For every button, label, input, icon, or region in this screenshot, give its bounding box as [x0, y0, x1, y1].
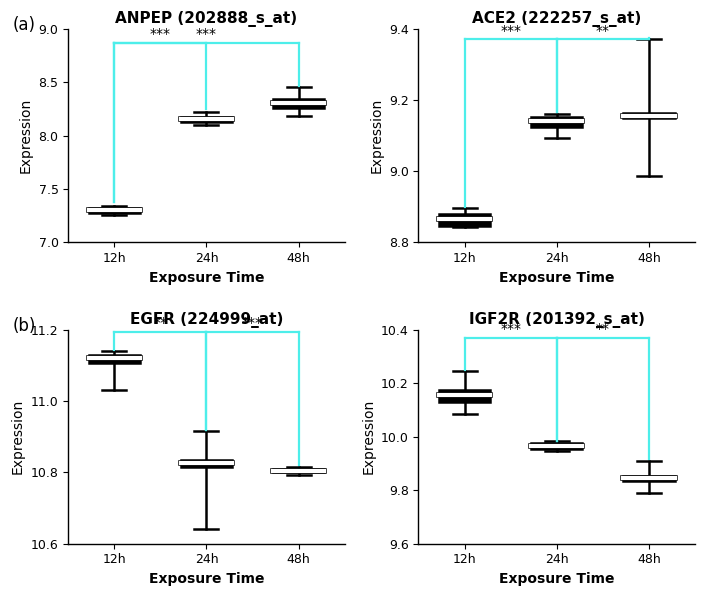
Bar: [531, 116, 582, 127]
Bar: [88, 355, 140, 363]
X-axis label: Exposure Time: Exposure Time: [149, 572, 264, 586]
Title: ANPEP (202888_s_at): ANPEP (202888_s_at): [115, 11, 297, 27]
Text: ***: ***: [500, 322, 521, 336]
Y-axis label: Expression: Expression: [11, 399, 25, 475]
Text: ***: ***: [196, 27, 217, 41]
Y-axis label: Expression: Expression: [19, 98, 33, 173]
Bar: [438, 214, 491, 226]
Title: EGFR (224999_at): EGFR (224999_at): [130, 312, 283, 328]
Title: IGF2R (201392_s_at): IGF2R (201392_s_at): [469, 312, 645, 328]
X-axis label: Exposure Time: Exposure Time: [499, 572, 614, 586]
Text: (a): (a): [13, 16, 36, 34]
Bar: [531, 444, 582, 449]
Bar: [181, 460, 232, 467]
Y-axis label: Expression: Expression: [369, 98, 383, 173]
X-axis label: Exposure Time: Exposure Time: [499, 270, 614, 285]
Y-axis label: Expression: Expression: [361, 399, 376, 475]
Bar: [181, 118, 232, 122]
Text: ***: ***: [242, 316, 263, 330]
Bar: [88, 208, 140, 213]
Bar: [273, 469, 324, 472]
Bar: [438, 390, 491, 402]
Title: ACE2 (222257_s_at): ACE2 (222257_s_at): [472, 11, 641, 27]
Bar: [623, 113, 675, 118]
Text: ***: ***: [150, 27, 171, 41]
Text: **: **: [596, 24, 610, 38]
Text: (b): (b): [13, 317, 36, 335]
Text: **: **: [596, 322, 610, 336]
Bar: [623, 475, 675, 481]
Text: **: **: [153, 316, 167, 330]
Bar: [273, 99, 324, 107]
Text: ***: ***: [500, 24, 521, 38]
X-axis label: Exposure Time: Exposure Time: [149, 270, 264, 285]
